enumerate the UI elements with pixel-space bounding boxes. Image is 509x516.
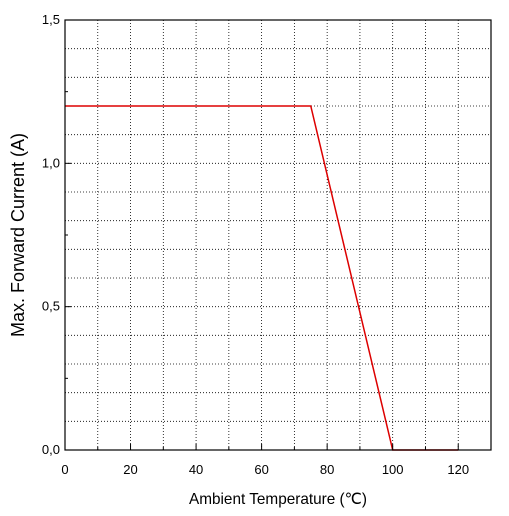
x-tick-label: 0 <box>61 462 68 477</box>
y-axis-label: Max. Forward Current (A) <box>8 133 28 337</box>
y-tick-label: 1,0 <box>42 155 60 170</box>
y-tick-label: 1,5 <box>42 12 60 27</box>
x-tick-label: 80 <box>320 462 334 477</box>
x-tick-label: 40 <box>189 462 203 477</box>
y-tick-label: 0,5 <box>42 299 60 314</box>
axis-ticks <box>64 19 459 451</box>
y-tick-labels: 0,0 0,5 1,0 1,5 <box>42 12 60 457</box>
x-tick-labels: 0 20 40 60 80 100 120 <box>61 462 469 477</box>
x-tick-label: 60 <box>254 462 268 477</box>
x-tick-label: 120 <box>447 462 469 477</box>
grid <box>65 20 491 450</box>
y-tick-label: 0,0 <box>42 442 60 457</box>
x-tick-label: 20 <box>123 462 137 477</box>
x-axis-label: Ambient Temperature (℃) <box>189 491 367 508</box>
x-tick-label: 100 <box>382 462 404 477</box>
plot-area-frame <box>64 19 492 451</box>
